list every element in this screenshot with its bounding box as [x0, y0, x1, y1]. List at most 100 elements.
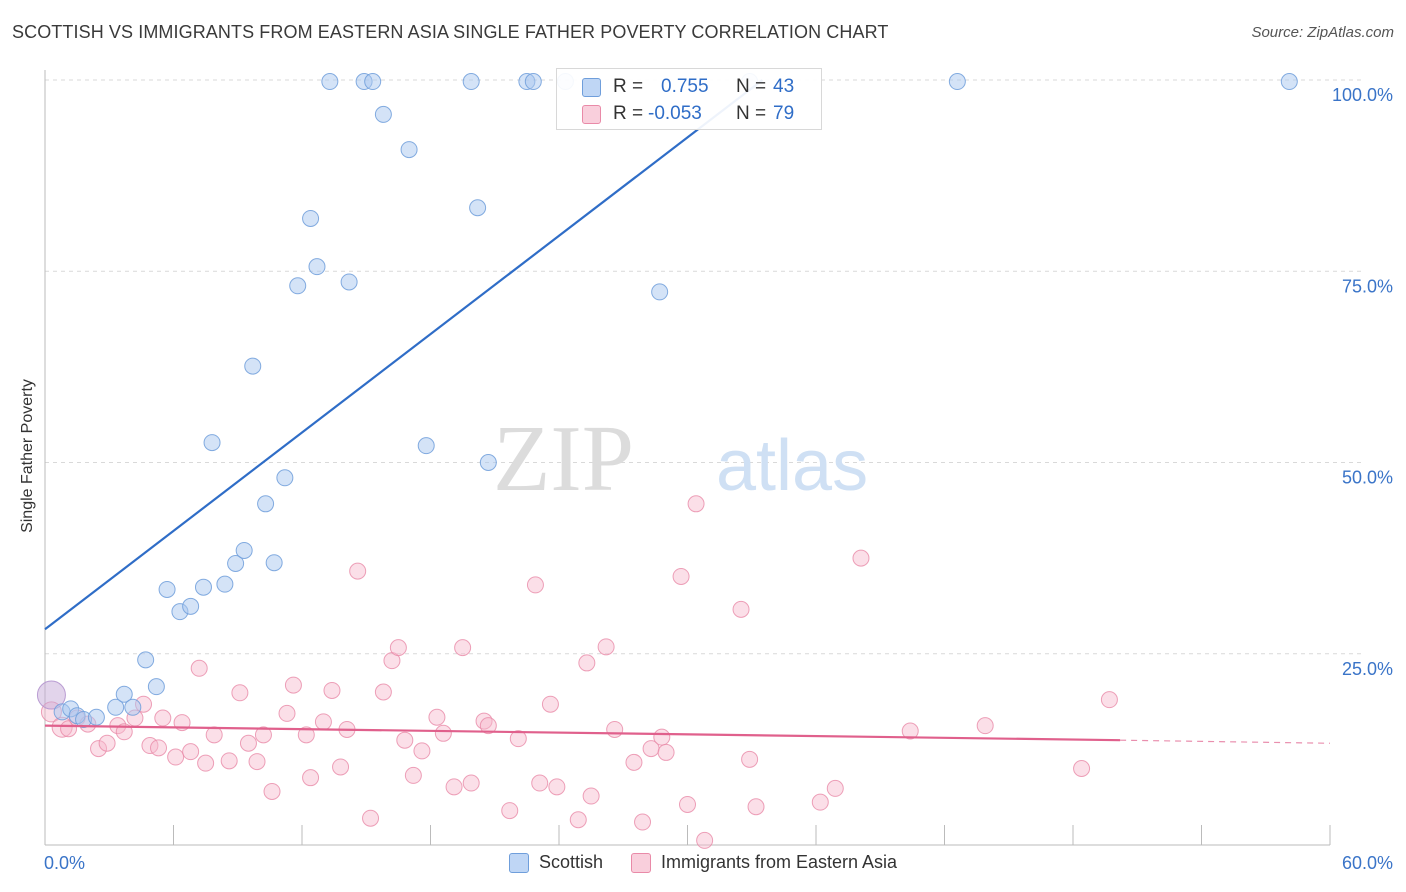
data-point-immigrants: [150, 739, 168, 757]
data-point-immigrants: [657, 743, 675, 761]
data-point-immigrants: [389, 639, 407, 657]
data-point-scottish: [124, 698, 142, 716]
watermark-zip: ZIP: [493, 407, 634, 511]
data-point-scottish: [289, 277, 307, 295]
data-point-scottish: [194, 578, 212, 596]
data-point-scottish: [227, 554, 245, 572]
data-point-immigrants: [548, 778, 566, 796]
trend-line-scottish: [44, 79, 764, 631]
data-point-scottish: [364, 73, 382, 91]
data-point-immigrants: [362, 809, 380, 827]
data-point-scottish: [302, 209, 320, 227]
data-point-scottish: [137, 651, 155, 669]
data-point-immigrants: [526, 576, 544, 594]
data-point-immigrants: [653, 728, 671, 746]
trend-line-immigrants-extension: [1120, 739, 1331, 744]
watermark-atlas: atlas: [716, 426, 868, 506]
series-legend: Scottish Immigrants from Eastern Asia: [0, 852, 1406, 873]
data-point-immigrants: [302, 769, 320, 787]
y-tick-label: 25.0%: [1342, 659, 1393, 679]
x-tick-label: 60.0%: [1342, 853, 1393, 873]
data-point-immigrants: [254, 726, 272, 744]
data-point-scottish: [524, 73, 542, 91]
data-point-immigrants: [428, 708, 446, 726]
legend-row-scottish: R = 0.755 N = 43: [557, 73, 823, 101]
legend-item-scottish[interactable]: Scottish: [508, 852, 603, 873]
data-point-scottish: [244, 357, 262, 375]
data-point-immigrants: [1100, 691, 1118, 709]
data-point-immigrants: [569, 811, 587, 829]
series-immigrants-eastern-asia: [40, 495, 1118, 849]
data-point-scottish: [479, 454, 497, 471]
n-label: N =: [736, 103, 767, 124]
data-point-scottish: [340, 273, 358, 291]
data-point-immigrants: [625, 753, 643, 771]
data-point-immigrants: [445, 778, 463, 796]
trend-line-immigrants: [44, 724, 1121, 742]
data-point-scottish: [182, 597, 200, 615]
data-point-immigrants: [205, 726, 223, 744]
data-point-scottish: [203, 434, 221, 452]
data-point-immigrants: [597, 638, 615, 656]
data-point-immigrants: [696, 831, 714, 849]
data-point-scottish: [158, 580, 176, 598]
data-point-scottish: [147, 678, 165, 696]
data-point-immigrants: [404, 766, 422, 784]
data-point-scottish: [651, 283, 669, 301]
legend-swatch-pink: [582, 104, 601, 124]
r-value: 0.755: [661, 76, 709, 97]
data-point-immigrants: [852, 549, 870, 567]
data-point-immigrants: [182, 743, 200, 761]
legend-label-immigrants: Immigrants from Eastern Asia: [660, 852, 898, 872]
data-point-scottish: [115, 685, 133, 703]
data-point-immigrants: [541, 695, 559, 713]
data-point-immigrants: [1073, 760, 1091, 777]
legend-row-immigrants: R = -0.053 N = 79: [557, 100, 823, 128]
grid-lines: [45, 79, 1365, 655]
r-value: -0.053: [648, 103, 702, 124]
data-point-immigrants: [826, 779, 844, 797]
data-point-immigrants: [197, 754, 215, 772]
data-point-immigrants: [284, 676, 302, 694]
data-point-scottish: [417, 437, 435, 455]
data-point-immigrants: [454, 639, 472, 657]
data-point-immigrants: [687, 495, 705, 513]
source-label: Source: ZipAtlas.com: [1251, 24, 1394, 41]
data-point-immigrants: [976, 717, 994, 735]
data-point-scottish: [216, 575, 234, 593]
data-point-immigrants: [811, 793, 829, 811]
data-point-scottish: [400, 141, 418, 159]
data-point-immigrants: [741, 750, 759, 768]
data-point-immigrants: [374, 683, 392, 701]
legend-swatch-blue: [582, 77, 601, 97]
legend-label-scottish: Scottish: [538, 852, 603, 872]
chart-title: SCOTTISH VS IMMIGRANTS FROM EASTERN ASIA…: [12, 22, 889, 42]
data-point-immigrants: [509, 730, 527, 748]
data-point-scottish: [948, 73, 966, 91]
data-point-immigrants: [323, 681, 341, 699]
data-point-immigrants: [531, 774, 549, 792]
data-point-immigrants: [167, 748, 185, 766]
data-point-immigrants: [732, 600, 750, 618]
data-point-immigrants: [606, 720, 624, 738]
data-point-immigrants: [90, 740, 108, 758]
data-point-immigrants: [278, 704, 296, 722]
n-value: 79: [773, 103, 795, 124]
y-tick-label: 75.0%: [1342, 276, 1393, 296]
watermark: ZIP atlas: [493, 407, 868, 511]
legend-item-immigrants[interactable]: Immigrants from Eastern Asia: [630, 852, 898, 873]
data-point-immigrants: [248, 753, 266, 771]
data-point-immigrants: [501, 802, 519, 820]
data-point-immigrants: [190, 659, 208, 677]
data-point-scottish: [374, 105, 392, 123]
data-point-scottish: [36, 680, 66, 710]
n-label: N =: [736, 76, 767, 97]
y-tick-label: 50.0%: [1342, 468, 1393, 488]
n-value: 43: [773, 76, 795, 97]
series-scottish: [36, 73, 1298, 729]
data-point-immigrants: [479, 717, 497, 735]
data-point-immigrants: [154, 709, 172, 727]
y-axis-title: Single Father Poverty: [19, 379, 36, 533]
data-point-immigrants: [679, 795, 696, 813]
